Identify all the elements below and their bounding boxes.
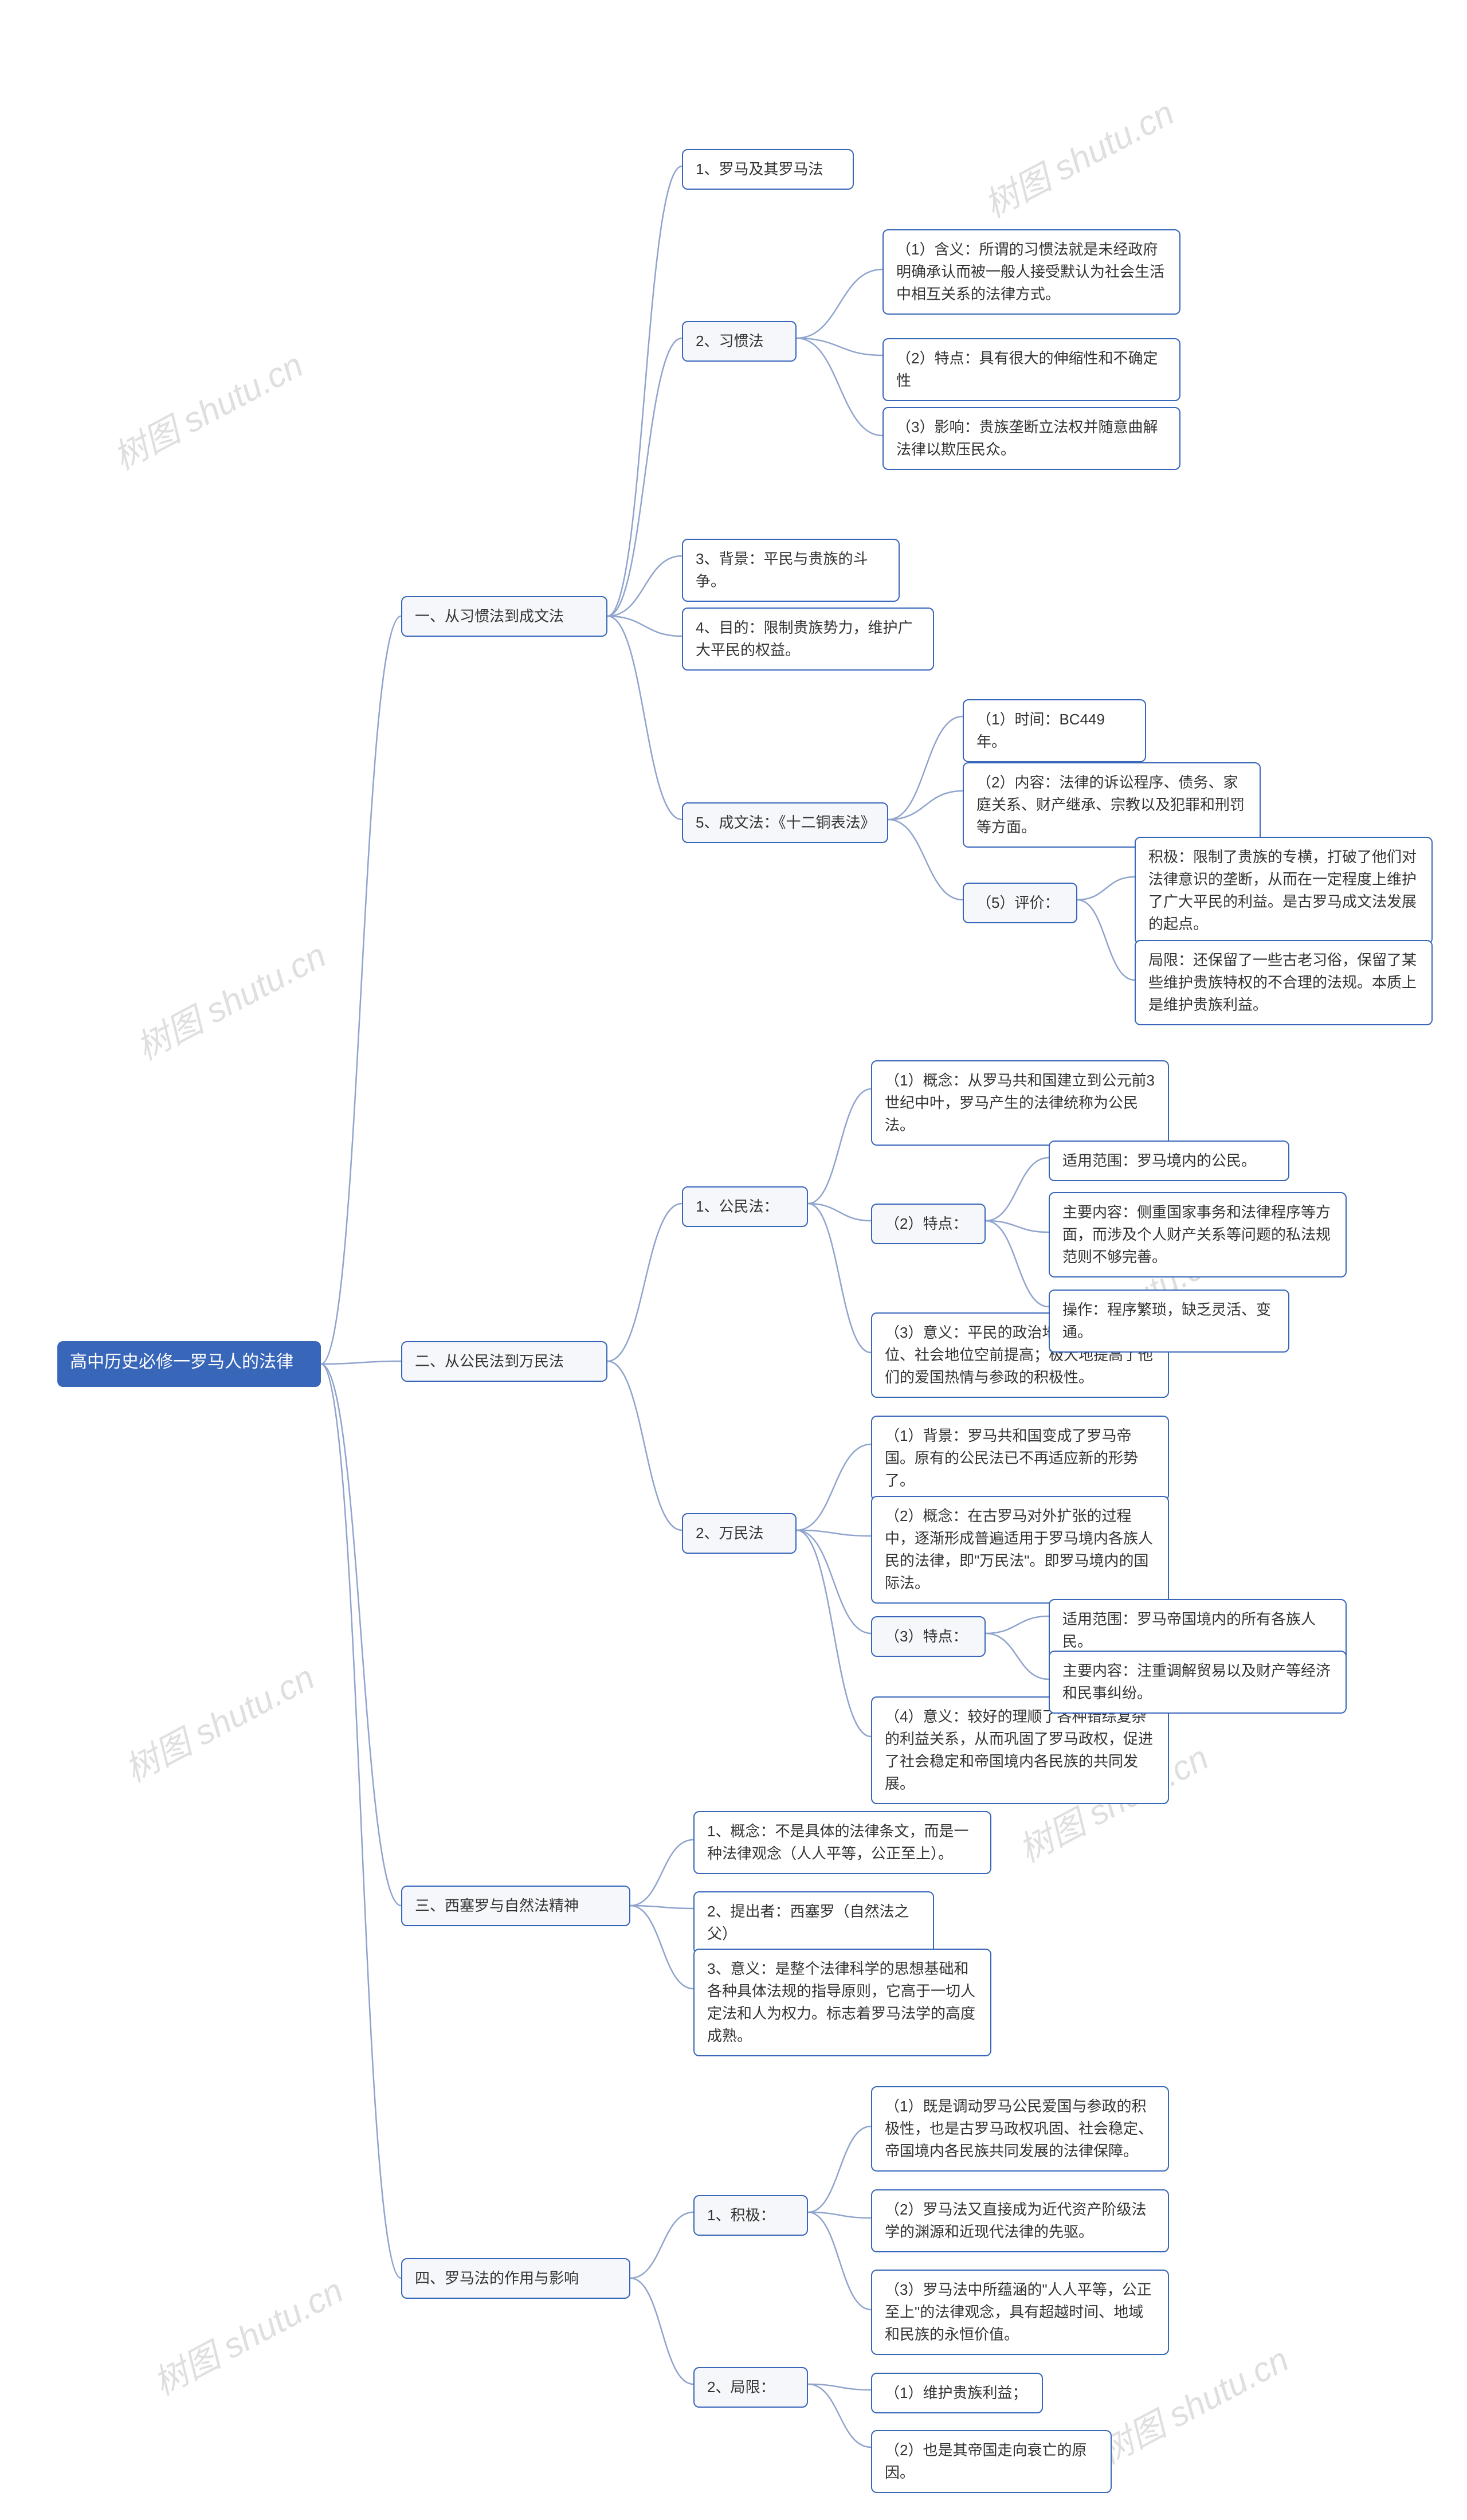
node-n4: 四、罗马法的作用与影响 [401,2258,630,2299]
node-n4_1_3: （3）罗马法中所蕴涵的"人人平等，公正至上"的法律观念，具有超越时间、地域和民族… [871,2270,1169,2355]
node-n2_1_1: （1）概念：从罗马共和国建立到公元前3世纪中叶，罗马产生的法律统称为公民法。 [871,1060,1169,1146]
node-n4_1: 1、积极： [693,2195,808,2236]
node-n2_2: 2、万民法 [682,1513,797,1554]
node-n3: 三、西塞罗与自然法精神 [401,1886,630,1926]
node-n1_5_1: （1）时间：BC449年。 [963,699,1146,762]
node-n1_3: 3、背景：平民与贵族的斗争。 [682,539,900,602]
watermark: 树图 shutu.cn [126,928,334,1069]
node-n4_1_1: （1）既是调动罗马公民爱国与参政的积极性，也是古罗马政权巩固、社会稳定、帝国境内… [871,2086,1169,2172]
watermark: 树图 shutu.cn [143,2263,351,2405]
node-n4_2: 2、局限： [693,2367,808,2408]
node-n1_1: 1、罗马及其罗马法 [682,149,854,190]
node-n2_1_2: （2）特点： [871,1204,986,1244]
node-n2_2_1: （1）背景：罗马共和国变成了罗马帝国。原有的公民法已不再适应新的形势了。 [871,1416,1169,1501]
node-n2_1_2a: 适用范围：罗马境内的公民。 [1049,1141,1289,1181]
watermark: 树图 shutu.cn [115,1650,322,1792]
node-n1_5_5b: 局限：还保留了一些古老习俗，保留了某些维护贵族特权的不合理的法规。本质上是维护贵… [1135,940,1433,1025]
mindmap-canvas: 树图 shutu.cn 树图 shutu.cn 树图 shutu.cn 树图 shut… [0,0,1467,2520]
node-n1_5_2: （2）内容：法律的诉讼程序、债务、家庭关系、财产继承、宗教以及犯罪和刑罚等方面。 [963,762,1261,848]
node-n1: 一、从习惯法到成文法 [401,596,607,637]
node-n3_3: 3、意义：是整个法律科学的思想基础和各种具体法规的指导原则，它高于一切人定法和人… [693,1949,991,2056]
node-n1_2: 2、习惯法 [682,321,797,362]
watermark: 树图 shutu.cn [974,85,1182,227]
node-root: 高中历史必修一罗马人的法律 [57,1341,321,1387]
node-n2_1_2c: 操作：程序繁琐，缺乏灵活、变通。 [1049,1290,1289,1353]
node-n2_1: 1、公民法： [682,1186,808,1227]
node-n2: 二、从公民法到万民法 [401,1341,607,1382]
node-n1_2_3: （3）影响：贵族垄断立法权并随意曲解法律以欺压民众。 [882,407,1180,470]
watermark: 树图 shutu.cn [103,338,311,479]
node-n4_1_2: （2）罗马法又直接成为近代资产阶级法学的渊源和近现代法律的先驱。 [871,2189,1169,2252]
node-n2_2_2: （2）概念：在古罗马对外扩张的过程中，逐渐形成普遍适用于罗马境内各族人民的法律，… [871,1496,1169,1604]
node-n1_2_1: （1）含义：所谓的习惯法就是未经政府明确承认而被一般人接受默认为社会生活中相互关… [882,229,1180,315]
node-n1_2_2: （2）特点：具有很大的伸缩性和不确定性 [882,338,1180,401]
node-n4_2_2: （2）也是其帝国走向衰亡的原因。 [871,2430,1112,2493]
node-n2_2_3: （3）特点： [871,1616,986,1657]
node-n1_5: 5、成文法：《十二铜表法》 [682,802,888,843]
node-n2_2_3b: 主要内容：注重调解贸易以及财产等经济和民事纠纷。 [1049,1651,1347,1714]
node-n1_4: 4、目的：限制贵族势力，维护广大平民的权益。 [682,608,934,671]
node-n3_1: 1、概念：不是具体的法律条文，而是一种法律观念（人人平等，公正至上）。 [693,1811,991,1874]
node-n3_2: 2、提出者：西塞罗（自然法之父） [693,1891,934,1954]
node-n1_5_5: （5）评价： [963,883,1077,923]
node-n4_2_1: （1）维护贵族利益； [871,2373,1043,2413]
node-n2_1_2b: 主要内容：侧重国家事务和法律程序等方面，而涉及个人财产关系等问题的私法规范则不够… [1049,1192,1347,1277]
node-n1_5_5a: 积极：限制了贵族的专横，打破了他们对法律意识的垄断，从而在一定程度上维护了广大平… [1135,837,1433,944]
